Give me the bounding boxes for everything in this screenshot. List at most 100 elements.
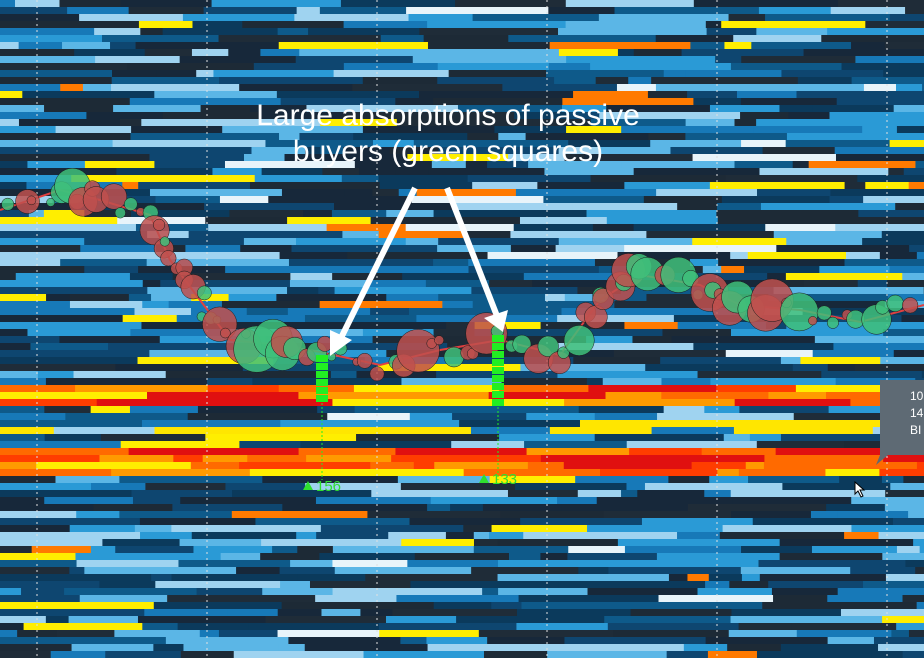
heat-cell bbox=[365, 574, 499, 581]
heat-cell bbox=[780, 357, 802, 364]
heat-cell bbox=[740, 98, 838, 105]
heat-cell bbox=[687, 574, 710, 581]
annotation-line: Large absorptions of passive bbox=[256, 99, 640, 132]
heat-cell bbox=[557, 497, 598, 504]
heat-cell bbox=[138, 21, 194, 28]
heat-cell bbox=[0, 245, 82, 252]
heat-cell bbox=[290, 273, 334, 280]
heat-cell bbox=[745, 462, 765, 469]
heat-cell bbox=[400, 637, 428, 644]
heat-cell bbox=[730, 490, 887, 497]
heat-cell bbox=[687, 504, 828, 511]
sell-bubble bbox=[159, 236, 170, 247]
heat-cell bbox=[322, 168, 360, 175]
heat-cell bbox=[590, 175, 727, 182]
heat-cell bbox=[0, 406, 46, 413]
heat-cell bbox=[721, 196, 831, 203]
heat-cell bbox=[829, 196, 865, 203]
heat-cell bbox=[740, 567, 852, 574]
heat-cell bbox=[523, 532, 679, 539]
heat-cell bbox=[261, 539, 332, 546]
heat-cell bbox=[599, 112, 742, 119]
heat-cell bbox=[110, 42, 137, 49]
heat-cell bbox=[430, 497, 559, 504]
heat-cell bbox=[565, 21, 707, 28]
heat-cell bbox=[137, 616, 267, 623]
heat-cell bbox=[728, 14, 767, 21]
heat-cell bbox=[773, 287, 924, 294]
heat-cell bbox=[292, 322, 448, 329]
heat-cell bbox=[211, 238, 245, 245]
heat-cell bbox=[558, 238, 595, 245]
heat-cell bbox=[0, 35, 104, 42]
heat-cell bbox=[247, 455, 308, 462]
heat-cell bbox=[732, 497, 853, 504]
tooltip-box bbox=[876, 380, 924, 465]
heat-cell bbox=[259, 595, 317, 602]
heat-cell bbox=[527, 462, 565, 469]
heat-cell bbox=[579, 420, 627, 427]
heat-cell bbox=[878, 532, 924, 539]
heat-cell bbox=[922, 84, 924, 91]
heat-cell bbox=[723, 434, 751, 441]
tooltip-line: BI bbox=[910, 423, 921, 437]
heat-cell bbox=[290, 560, 334, 567]
heat-cell bbox=[452, 203, 574, 210]
heat-cell bbox=[863, 84, 897, 91]
buy-bubble bbox=[902, 297, 919, 314]
heat-cell bbox=[442, 301, 474, 308]
heat-cell bbox=[265, 140, 374, 147]
heat-cell bbox=[741, 574, 761, 581]
heat-cell bbox=[899, 63, 924, 70]
heat-cell bbox=[0, 350, 151, 357]
heat-cell bbox=[880, 357, 924, 364]
heat-cell bbox=[0, 287, 149, 294]
heat-cell bbox=[489, 532, 525, 539]
heat-cell bbox=[786, 238, 864, 245]
heat-cell bbox=[891, 630, 910, 637]
heat-cell bbox=[332, 546, 475, 553]
heat-cell bbox=[564, 154, 586, 161]
heat-cell bbox=[139, 518, 257, 525]
heat-cell bbox=[693, 0, 840, 7]
heat-cell bbox=[305, 147, 322, 154]
heat-cell bbox=[730, 252, 749, 259]
heat-cell bbox=[113, 105, 202, 112]
heat-cell bbox=[558, 581, 707, 588]
heat-cell bbox=[0, 588, 23, 595]
heat-cell bbox=[284, 154, 409, 161]
heat-cell bbox=[830, 7, 907, 14]
heat-cell bbox=[749, 434, 782, 441]
heat-cell bbox=[111, 84, 241, 91]
heat-cell bbox=[372, 406, 506, 413]
heat-cell bbox=[147, 287, 289, 294]
heat-cell bbox=[889, 14, 924, 21]
heat-cell bbox=[162, 28, 279, 35]
heat-cell bbox=[243, 238, 297, 245]
heat-cell bbox=[0, 378, 32, 385]
heat-cell bbox=[499, 385, 590, 392]
heat-cell bbox=[837, 511, 910, 518]
heat-cell bbox=[43, 210, 86, 217]
heat-cell bbox=[757, 189, 832, 196]
heat-cell bbox=[666, 651, 709, 658]
heat-cell bbox=[625, 420, 682, 427]
heat-cell bbox=[0, 105, 46, 112]
heat-cell bbox=[225, 483, 307, 490]
heat-cell bbox=[603, 511, 733, 518]
heat-cell bbox=[281, 602, 435, 609]
heat-cell bbox=[722, 525, 853, 532]
heat-cell bbox=[845, 252, 881, 259]
heat-cell bbox=[596, 497, 734, 504]
green-square bbox=[492, 367, 504, 374]
heat-cell bbox=[516, 623, 609, 630]
heat-cell bbox=[389, 147, 440, 154]
heat-cell bbox=[90, 406, 131, 413]
heat-cell bbox=[785, 140, 891, 147]
heat-cell bbox=[590, 63, 732, 70]
heat-cell bbox=[889, 140, 924, 147]
heat-cell bbox=[128, 7, 205, 14]
heat-cell bbox=[362, 329, 435, 336]
heat-cell bbox=[557, 343, 695, 350]
heat-cell bbox=[165, 637, 290, 644]
